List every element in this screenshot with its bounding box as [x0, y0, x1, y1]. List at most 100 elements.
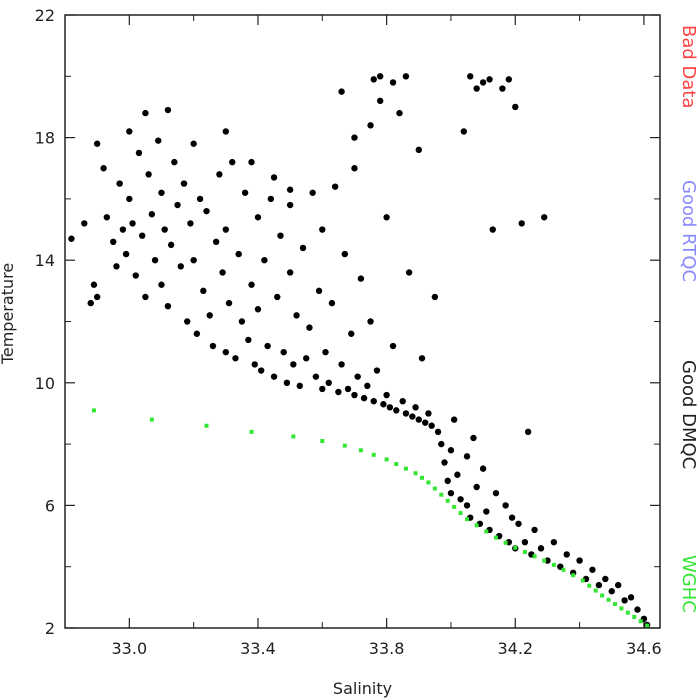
data-point	[541, 214, 548, 221]
data-point	[595, 581, 603, 589]
data-point	[386, 404, 394, 411]
data-point	[360, 394, 368, 402]
data-point	[463, 502, 471, 509]
data-point	[277, 232, 284, 239]
data-point	[232, 355, 239, 362]
legend-item-good-dmqc: Good DMQC	[678, 360, 699, 469]
legend-item-good-rtqc: Good RTQC	[678, 180, 699, 282]
data-point	[383, 391, 390, 399]
data-point	[438, 440, 445, 448]
data-point	[212, 238, 220, 246]
data-point	[113, 263, 120, 270]
data-point	[126, 128, 133, 135]
data-point	[344, 385, 352, 393]
data-point	[532, 554, 537, 559]
data-point	[319, 385, 326, 393]
data-point	[351, 391, 358, 399]
x-axis-title: Salinity	[333, 679, 392, 698]
data-point	[600, 593, 605, 598]
data-point	[415, 146, 422, 154]
data-point	[222, 348, 230, 356]
data-point	[383, 214, 390, 221]
data-point	[142, 293, 149, 301]
data-point	[394, 462, 399, 467]
data-point	[479, 79, 487, 86]
data-point	[245, 336, 252, 344]
data-point	[432, 486, 437, 491]
data-point	[580, 578, 585, 583]
data-point	[561, 567, 566, 572]
data-point	[286, 186, 294, 193]
data-point	[283, 379, 291, 386]
data-point	[612, 602, 617, 607]
data-point	[299, 244, 307, 252]
data-point	[632, 614, 637, 619]
data-point	[319, 226, 326, 233]
data-point	[396, 109, 403, 117]
data-point	[465, 517, 470, 522]
data-point	[428, 422, 435, 429]
data-point	[502, 502, 509, 509]
data-point	[257, 367, 265, 374]
data-point	[200, 287, 207, 295]
data-point	[425, 410, 432, 417]
data-point	[187, 220, 194, 227]
data-point	[296, 382, 303, 390]
data-point	[403, 466, 408, 471]
data-point	[522, 549, 527, 554]
data-point	[458, 511, 463, 516]
axis-ticks	[64, 14, 660, 629]
data-point	[241, 189, 249, 196]
data-point	[254, 214, 262, 221]
x-tick-label: 33.4	[240, 639, 276, 658]
data-point	[384, 457, 389, 462]
data-point	[376, 97, 384, 105]
x-tick-label: 34.2	[497, 639, 533, 658]
data-point	[505, 76, 513, 83]
data-point	[367, 318, 374, 325]
plot-frame	[64, 14, 661, 629]
data-point	[441, 459, 448, 466]
data-point	[484, 529, 489, 534]
data-point	[267, 195, 275, 203]
data-point	[348, 330, 355, 337]
data-point	[138, 232, 146, 239]
data-point	[312, 373, 320, 380]
data-point	[151, 257, 159, 264]
y-tick-label: 22	[35, 6, 55, 25]
x-tick-label: 34.6	[626, 639, 662, 658]
data-point	[209, 342, 217, 350]
data-point	[90, 281, 98, 288]
data-point	[216, 171, 223, 178]
data-point	[155, 137, 162, 144]
data-point	[625, 610, 630, 615]
data-point	[512, 103, 519, 111]
data-point	[513, 545, 518, 550]
data-point	[354, 373, 361, 380]
data-point	[412, 404, 419, 411]
data-point	[116, 180, 123, 187]
data-point	[576, 557, 583, 564]
data-point	[474, 523, 479, 528]
data-point	[68, 235, 75, 242]
data-point	[367, 122, 374, 129]
data-point	[351, 134, 358, 141]
data-point	[190, 257, 197, 264]
data-point	[483, 508, 490, 515]
data-point	[531, 526, 538, 534]
data-point	[93, 140, 101, 147]
data-point	[450, 416, 458, 423]
data-point	[303, 355, 310, 362]
data-point	[364, 382, 371, 390]
data-point	[320, 439, 325, 444]
data-point	[463, 453, 471, 460]
data-point	[492, 489, 500, 497]
data-point	[306, 324, 313, 331]
data-point	[422, 419, 429, 426]
y-tick-label: 18	[35, 129, 55, 148]
data-point	[515, 520, 522, 527]
data-point	[589, 566, 596, 573]
data-point	[503, 540, 508, 545]
data-point	[508, 514, 516, 521]
